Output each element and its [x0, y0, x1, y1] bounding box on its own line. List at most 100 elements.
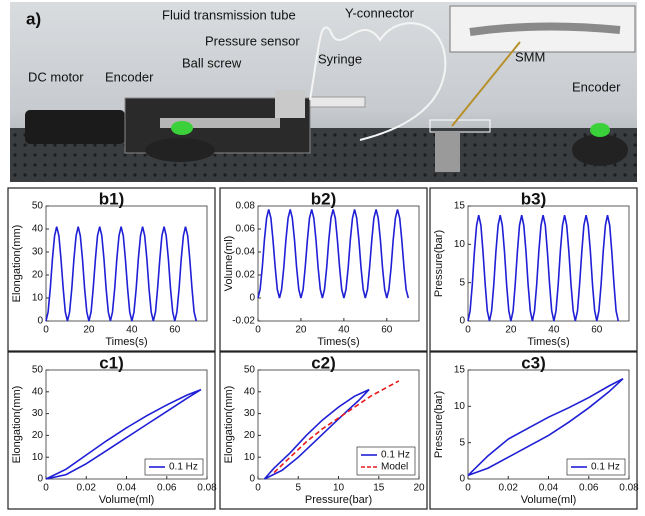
x-axis-label: Times(s)	[105, 336, 147, 348]
chart-title: c3)	[521, 353, 546, 372]
y-tick-label: 15	[454, 201, 466, 212]
y-tick-label: 0	[459, 316, 465, 327]
y-tick-label: 0.08	[236, 201, 256, 212]
chart-title: b1)	[99, 189, 125, 208]
y-tick-label: 15	[454, 365, 466, 376]
x-tick-label: 0.02	[77, 483, 97, 494]
x-tick-label: 40	[338, 325, 350, 336]
y-tick-label: 50	[244, 365, 256, 376]
x-tick-label: 0.04	[539, 483, 559, 494]
x-axis-label: Volume(ml)	[521, 494, 577, 506]
y-tick-label: 40	[32, 386, 44, 397]
x-tick-label: 60	[169, 325, 181, 336]
y-tick-label: 10	[32, 452, 44, 463]
annotation: Encoder	[105, 69, 154, 84]
x-tick-label: 0.08	[619, 483, 639, 494]
y-tick-label: 0	[37, 316, 43, 327]
chart-title: b2)	[311, 189, 337, 208]
x-tick-label: 0	[465, 483, 471, 494]
legend-box	[356, 446, 416, 476]
series-line	[467, 377, 624, 477]
x-tick-label: 60	[381, 325, 393, 336]
annotation: Pressure sensor	[205, 33, 300, 48]
legend-label: 0.1 Hz	[381, 450, 410, 461]
y-axis-label: Elongation(mm)	[11, 386, 23, 464]
annotation: SMM	[515, 49, 545, 64]
legend-label: Model	[381, 462, 408, 473]
x-tick-label: 15	[373, 483, 385, 494]
series-line	[467, 215, 620, 322]
y-tick-label: 5	[459, 277, 465, 288]
x-tick-label: 60	[591, 325, 603, 336]
annotation: Syringe	[318, 51, 362, 66]
panel-frame	[429, 187, 638, 352]
chart-title: c2)	[311, 353, 336, 372]
x-axis-label: Volume(ml)	[99, 494, 155, 506]
legend-label: 0.1 Hz	[169, 462, 198, 473]
x-tick-label: 0	[255, 483, 261, 494]
y-tick-label: 50	[32, 365, 44, 376]
annotation: Ball screw	[182, 55, 242, 70]
y-tick-label: 50	[32, 201, 44, 212]
panel-frame	[7, 187, 216, 352]
legend-box	[144, 458, 204, 476]
x-tick-label: 20	[83, 325, 95, 336]
series-line	[45, 226, 198, 322]
y-axis-label: Elongation(mm)	[223, 386, 235, 464]
y-axis-label: Volume(ml)	[223, 236, 235, 292]
chart-title: c1)	[99, 353, 124, 372]
annotation: DC motor	[28, 69, 84, 84]
y-axis-label: Elongation(mm)	[11, 225, 23, 303]
x-tick-label: 0.02	[499, 483, 519, 494]
series-line	[273, 380, 400, 474]
legend-label: 0.1 Hz	[591, 462, 620, 473]
x-tick-label: 10	[333, 483, 345, 494]
panel-frame	[219, 187, 428, 352]
series-line	[257, 209, 410, 299]
x-tick-label: 0.06	[157, 483, 177, 494]
photo: a) DC motor Encoder Ball screw Pressure …	[10, 2, 637, 182]
series-line	[45, 388, 202, 480]
annotation: Encoder	[572, 79, 621, 94]
plot-area	[257, 205, 420, 322]
x-axis-label: Pressure(bar)	[305, 494, 372, 506]
y-tick-label: 0.04	[236, 247, 256, 258]
y-tick-label: 0.02	[236, 270, 256, 281]
x-tick-label: 0.08	[197, 483, 217, 494]
panel-frame	[429, 351, 638, 510]
panel-frame	[219, 351, 428, 510]
x-tick-label: 40	[548, 325, 560, 336]
x-tick-label: 5	[295, 483, 301, 494]
x-tick-label: 20	[413, 483, 425, 494]
x-tick-label: 20	[295, 325, 307, 336]
y-tick-label: 20	[244, 430, 256, 441]
y-tick-label: 0	[37, 474, 43, 485]
y-tick-label: 0	[249, 293, 255, 304]
x-tick-label: 0	[255, 325, 261, 336]
y-tick-label: 10	[454, 401, 466, 412]
y-tick-label: 10	[32, 293, 44, 304]
x-tick-label: 0.04	[117, 483, 137, 494]
panel-label: a)	[26, 9, 41, 28]
x-axis-label: Times(s)	[527, 336, 569, 348]
y-tick-label: 0.06	[236, 224, 256, 235]
x-tick-label: 40	[126, 325, 138, 336]
y-tick-label: 30	[244, 408, 256, 419]
y-axis-label: Pressure(bar)	[433, 230, 445, 297]
plot-area	[467, 205, 630, 322]
y-tick-label: 0	[249, 474, 255, 485]
y-tick-label: 5	[459, 437, 465, 448]
panel-frame	[7, 351, 216, 510]
y-tick-label: 30	[32, 247, 44, 258]
chart-title: b3)	[521, 189, 547, 208]
x-tick-label: 0	[43, 325, 49, 336]
y-tick-label: -0.02	[232, 316, 255, 327]
plot-area	[45, 205, 208, 322]
x-tick-label: 20	[505, 325, 517, 336]
x-axis-label: Times(s)	[317, 336, 359, 348]
y-tick-label: 40	[244, 386, 256, 397]
x-tick-label: 0	[43, 483, 49, 494]
y-tick-label: 40	[32, 224, 44, 235]
y-tick-label: 10	[454, 239, 466, 250]
